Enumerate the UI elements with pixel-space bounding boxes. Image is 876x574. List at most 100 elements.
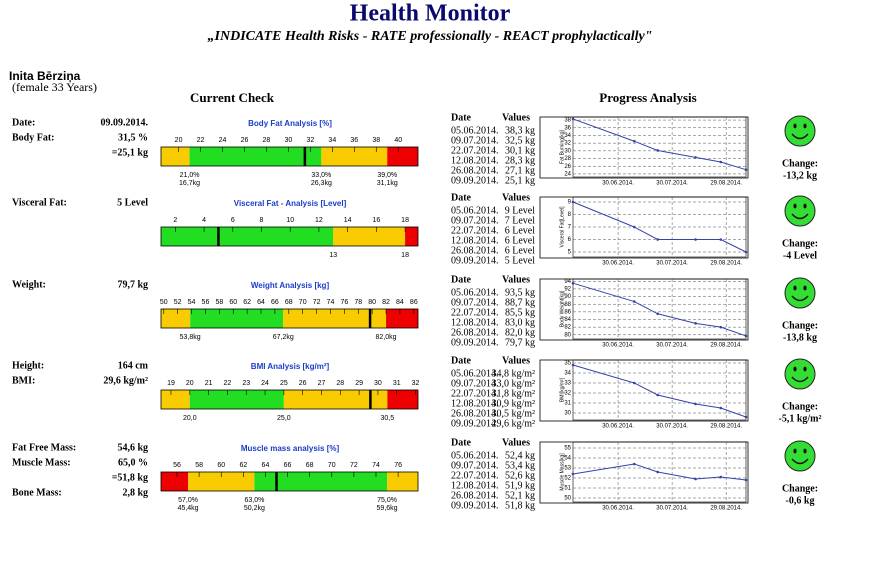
gauge-title: Body Fat Analysis [%] [248, 119, 332, 128]
point [571, 472, 575, 476]
person-details: (female 33 Years) [12, 80, 97, 94]
table-header: Values [502, 437, 530, 448]
table-header: Values [502, 192, 530, 203]
gauge-tick-label: 32 [306, 137, 314, 144]
fact-value: 2,8 kg [122, 487, 148, 498]
gauge-threshold-label: 26,3kg [311, 180, 332, 187]
fact-label: Date: [12, 117, 35, 128]
smiley-mouth [791, 376, 809, 383]
gauge-tick-label: 76 [394, 462, 402, 469]
table-date: 26.08.2014. [451, 408, 499, 419]
gauge-title: BMI Analysis [kg/m²] [251, 362, 330, 371]
table-value: 52,1 kg [505, 490, 535, 501]
y-tick-label: 33 [564, 381, 571, 387]
smiley-eye [803, 123, 807, 129]
gauge-tick-label: 50 [160, 299, 168, 306]
smiley-eye [793, 285, 797, 291]
smiley-eye [803, 203, 807, 209]
table-value: 30,1 kg [505, 145, 535, 156]
fact-value: 79,7 kg [117, 279, 148, 290]
x-tick-label: 30.06.2014. [602, 506, 634, 512]
fact-value: 31,5 % [118, 132, 148, 143]
point [656, 393, 659, 397]
line [572, 282, 747, 337]
gauge-tick-label: 26 [241, 137, 249, 144]
table-value: 27,1 kg [505, 165, 535, 176]
gauge-tick-label: 56 [202, 299, 210, 306]
gauge-threshold-label: 39,0% [377, 172, 397, 179]
line [572, 364, 747, 418]
y-tick-label: 34 [564, 133, 571, 139]
y-tick-label: 9 [568, 200, 572, 206]
gauge-band [405, 227, 418, 246]
gauge-tick-label: 2 [173, 217, 177, 224]
gauge-threshold-label: 18 [401, 252, 409, 259]
chart-frame [539, 196, 749, 259]
table-date: 12.08.2014. [451, 480, 499, 491]
gauge-threshold-label: 21,0% [180, 172, 200, 179]
fact-value: =51,8 kg [112, 472, 148, 483]
y-tick-label: 35 [564, 361, 571, 367]
gauge-frame [160, 389, 419, 410]
line [572, 201, 747, 253]
gauge-threshold-label: 67,2kg [273, 334, 294, 341]
table-value: 25,1 kg [505, 175, 535, 186]
gauge-band [161, 472, 189, 491]
gauge-tick-label: 60 [217, 462, 225, 469]
point [744, 250, 748, 254]
gauge-tick-label: 20 [175, 137, 183, 144]
change-label: Change: [782, 320, 818, 331]
fact-label: Weight: [12, 279, 46, 290]
gauge-threshold-label: 31,1kg [377, 180, 398, 187]
change-value: -13,2 kg [783, 170, 817, 181]
table-date: 09.07.2014. [451, 297, 499, 308]
table-header: Date [451, 192, 472, 203]
chart-frame [539, 359, 749, 422]
gauge-title: Weight Analysis [kg] [251, 281, 330, 290]
table-date: 09.07.2014. [451, 215, 499, 226]
plot-frame [572, 278, 747, 340]
table-value: 9 Level [505, 205, 535, 216]
table-value: 85,5 kg [505, 307, 535, 318]
gauge-tick-label: 34 [328, 137, 336, 144]
y-tick-label: 34 [564, 371, 571, 377]
gauge-title: Muscle mass analysis [%] [241, 444, 340, 453]
gauge-tick-label: 30 [285, 137, 293, 144]
gauge-band [161, 390, 190, 409]
gauge-tick-label: 84 [396, 299, 404, 306]
gauge-tick-label: 10 [286, 217, 294, 224]
y-tick-label: 6 [568, 237, 572, 243]
change-value: -5,1 kg/m² [779, 413, 822, 424]
smiley-face [784, 277, 816, 309]
y-tick-label: 31 [564, 401, 571, 407]
table-header: Date [451, 274, 472, 285]
gauge-tick-label: 60 [229, 299, 237, 306]
x-tick-label: 30.06.2014. [602, 181, 634, 187]
gauge-tick-label: 66 [271, 299, 279, 306]
gauge-threshold-label: 16,7kg [179, 180, 200, 187]
x-tick-label: 30.06.2014. [602, 261, 634, 267]
smiley-eye [793, 203, 797, 209]
gauge-tick-label: 74 [372, 462, 380, 469]
table-date: 22.07.2014. [451, 225, 499, 236]
fact-value: 65,0 % [118, 457, 148, 468]
table-value: 6 Level [505, 235, 535, 246]
y-tick-label: 90 [564, 294, 571, 300]
table-header: Values [502, 274, 530, 285]
gauge-tick-label: 78 [354, 299, 362, 306]
gauge-tick-label: 62 [239, 462, 247, 469]
point [656, 470, 659, 474]
gauge-tick-label: 70 [299, 299, 307, 306]
gauge-threshold-label: 50,2kg [244, 505, 265, 512]
y-tick-label: 82 [564, 325, 571, 331]
table-date: 22.07.2014. [451, 307, 499, 318]
gauge-tick-label: 62 [243, 299, 251, 306]
y-tick-label: 7 [568, 225, 572, 231]
gauge-band [161, 147, 190, 166]
x-tick-label: 29.08.2014. [710, 343, 742, 349]
fact-value: 164 cm [118, 360, 149, 371]
point [744, 415, 748, 419]
chart-frame [539, 116, 749, 179]
table-value: 30,5 kg/m² [491, 408, 535, 419]
